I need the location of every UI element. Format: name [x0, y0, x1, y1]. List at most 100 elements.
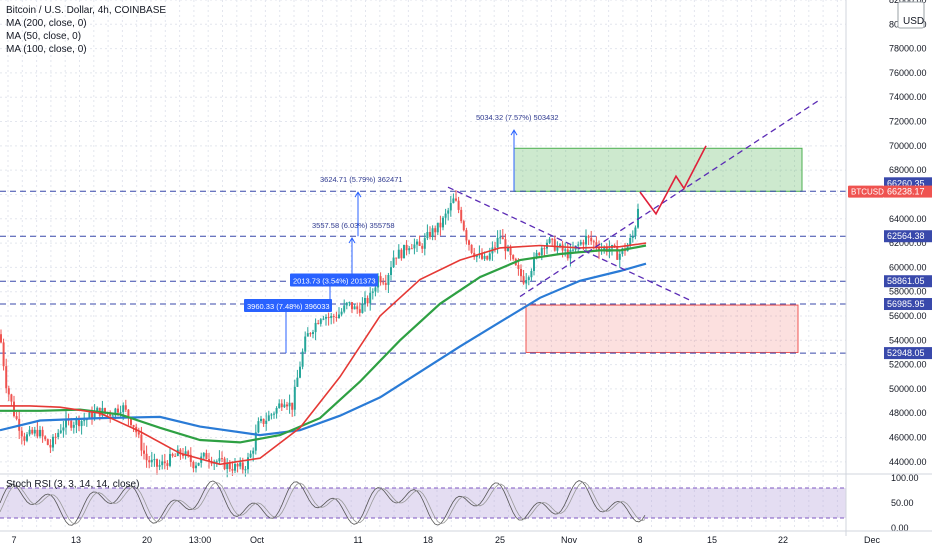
- symbol-tag: [848, 185, 884, 198]
- candle-body: [442, 217, 444, 228]
- rsi-tick-label: 100.00: [891, 473, 919, 483]
- time-tick-label: 13: [71, 535, 81, 545]
- candle-body: [228, 463, 231, 470]
- candle-body: [150, 459, 153, 463]
- candle-body: [587, 235, 590, 238]
- candle-body: [416, 241, 418, 245]
- candle-body: [65, 419, 67, 428]
- candle-body: [553, 239, 556, 251]
- candle-body: [13, 401, 15, 417]
- candle-body: [54, 436, 57, 438]
- candle-body: [548, 238, 551, 243]
- price-tick-label: 72000.00: [889, 117, 927, 127]
- measure-label: 3557.58 (6.03%) 355758: [312, 221, 395, 230]
- legend-ma50[interactable]: MA (50, close, 0): [6, 31, 82, 42]
- price-axis[interactable]: 44000.00 46000.00 48000.00 50000.00 52000.00…: [845, 0, 932, 536]
- stoch-d-line: [0, 481, 646, 525]
- measure-label: 3624.71 (5.79%) 362471: [320, 175, 403, 184]
- candle-body: [270, 414, 273, 416]
- candle-body: [527, 277, 530, 280]
- price-tick-label: 60000.00: [889, 262, 927, 272]
- candle-body: [187, 451, 190, 455]
- candle-body: [122, 405, 125, 413]
- candle-body: [530, 270, 533, 278]
- candle-body: [319, 319, 322, 324]
- candle-body: [249, 453, 252, 458]
- candle-body: [236, 463, 239, 467]
- candle-body: [517, 264, 520, 269]
- candle-body: [278, 403, 281, 409]
- candle-body: [455, 198, 457, 201]
- stoch-k-line: [0, 480, 646, 526]
- candle-body: [494, 247, 496, 249]
- candle-body: [592, 241, 595, 243]
- candle-body: [299, 366, 301, 378]
- candle-body: [582, 242, 585, 245]
- candle-body: [444, 213, 447, 218]
- candle-body: [145, 453, 148, 461]
- candle-body: [322, 318, 325, 320]
- candle-body: [28, 429, 31, 435]
- candle-body: [148, 460, 151, 463]
- candle-body: [400, 249, 403, 259]
- price-tick-label: 56000.00: [889, 311, 927, 321]
- candle-body: [358, 309, 361, 313]
- candle-body: [127, 409, 130, 418]
- candle-body: [184, 451, 187, 457]
- candle-body: [124, 405, 127, 410]
- grid-lines: [0, 0, 846, 530]
- candle-body: [598, 247, 600, 252]
- candle-body: [613, 245, 616, 247]
- candle-body: [137, 432, 140, 435]
- candle-body: [631, 236, 634, 239]
- time-tick-label: 7: [11, 535, 16, 545]
- legend-ma200[interactable]: MA (200, close, 0): [6, 18, 87, 29]
- support-zone: [525, 304, 799, 353]
- candle-body: [468, 240, 470, 245]
- legend-title[interactable]: Bitcoin / U.S. Dollar, 4h, COINBASE: [6, 5, 167, 16]
- stoch-rsi-label[interactable]: Stoch RSI (3, 3, 14, 14, close): [6, 479, 140, 490]
- candle-body: [31, 429, 34, 434]
- candle-body: [195, 465, 197, 469]
- candle-body: [57, 432, 60, 438]
- candle-body: [335, 316, 338, 318]
- candle-body: [353, 306, 356, 310]
- candle-body: [564, 249, 567, 251]
- level-price-tag: [884, 298, 932, 311]
- symbol-tag-label: BTCUSD: [851, 188, 884, 197]
- time-tick-label: Dec: [864, 535, 881, 545]
- candle-body: [52, 436, 54, 448]
- chart-legend: Bitcoin / U.S. Dollar, 4h, COINBASE MA (…: [6, 4, 166, 56]
- candle-body: [78, 418, 80, 427]
- candle-body: [499, 237, 502, 239]
- candle-body: [304, 336, 307, 352]
- candle-body: [434, 228, 437, 233]
- candle-body: [158, 465, 161, 467]
- candle-body: [179, 449, 182, 455]
- legend-ma100[interactable]: MA (100, close, 0): [6, 44, 87, 55]
- candle-body: [351, 302, 353, 310]
- candle-body: [345, 302, 348, 306]
- candle-body: [169, 454, 171, 466]
- candle-body: [595, 242, 598, 248]
- candle-body: [96, 407, 99, 412]
- candle-body: [205, 452, 208, 459]
- candle-body: [330, 315, 333, 319]
- candle-body: [488, 253, 491, 260]
- candle-body: [525, 279, 528, 284]
- time-tick-label: 22: [778, 535, 788, 545]
- time-axis[interactable]: 7 13 20 13:00 Oct 11 18 25 Nov 8 15 22 Dec: [0, 473, 932, 545]
- price-tick-label: 64000.00: [889, 214, 927, 224]
- candle-body: [260, 418, 262, 422]
- candle-body: [49, 444, 52, 448]
- candle-body: [59, 430, 62, 433]
- price-tick-label: 74000.00: [889, 92, 927, 102]
- candle-body: [556, 246, 559, 251]
- candle-body: [447, 210, 450, 214]
- ma50-line: [0, 244, 647, 444]
- candle-body: [80, 420, 83, 427]
- candle-body: [41, 429, 44, 437]
- time-tick-label: 20: [142, 535, 152, 545]
- price-tick-label: 78000.00: [889, 44, 927, 54]
